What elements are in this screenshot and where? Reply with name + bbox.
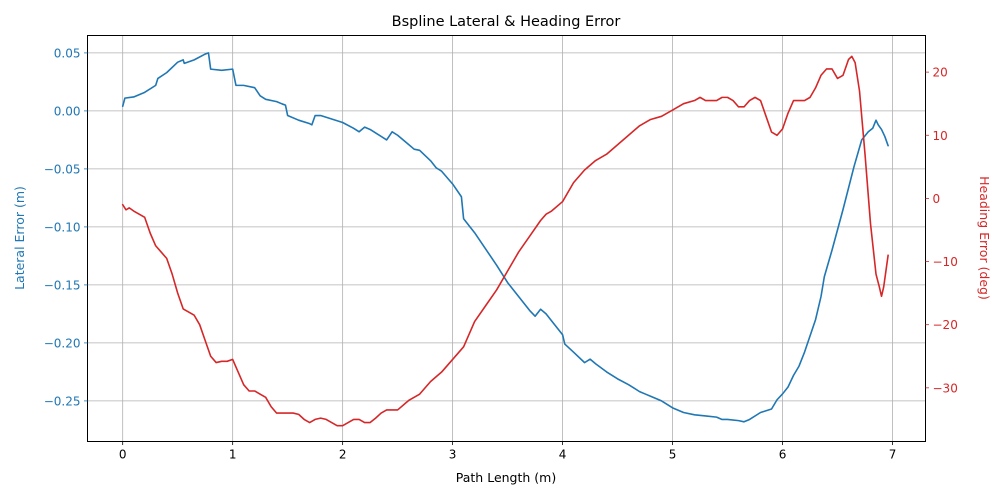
x-tick-label: 3 [449, 448, 457, 462]
left-y-tick-label: −0.10 [44, 220, 81, 234]
x-tick-label: 7 [889, 448, 897, 462]
x-tick-label: 5 [669, 448, 677, 462]
left-y-tick-label: −0.25 [44, 394, 81, 408]
x-tick-label: 2 [339, 448, 347, 462]
left-y-tick-label: −0.05 [44, 162, 81, 176]
right-y-tick-label: 20 [933, 66, 948, 80]
left-y-axis-label: Lateral Error (m) [12, 186, 27, 290]
right-y-tick-label: −20 [933, 318, 958, 332]
right-y-tick-label: 0 [933, 192, 941, 206]
x-tick-label: 0 [119, 448, 127, 462]
chart-title: Bspline Lateral & Heading Error [392, 14, 621, 30]
left-y-axis-ticks: 0.05 0.00 −0.05 −0.10 −0.15 −0.20 −0.25 [44, 46, 88, 408]
left-y-tick-label: −0.15 [44, 278, 81, 292]
heading-error-line [121, 55, 889, 427]
series-lines [121, 52, 889, 427]
x-tick-label: 6 [779, 448, 787, 462]
x-tick-label: 4 [559, 448, 567, 462]
grid-lines [87, 35, 926, 442]
x-tick-label: 1 [229, 448, 237, 462]
x-axis-label: Path Length (m) [456, 470, 556, 485]
right-y-tick-label: 10 [933, 129, 948, 143]
right-y-tick-label: −30 [933, 381, 958, 395]
left-y-tick-label: −0.20 [44, 336, 81, 350]
x-axis-ticks: 0 1 2 3 4 5 6 7 [119, 441, 897, 462]
lateral-error-line [121, 52, 889, 423]
left-y-tick-label: 0.00 [54, 104, 81, 118]
left-y-tick-label: 0.05 [54, 46, 81, 60]
plot-frame [87, 35, 926, 442]
right-y-axis-ticks: 20 10 0 −10 −20 −30 [925, 66, 958, 395]
right-y-axis-label: Heading Error (deg) [977, 176, 992, 300]
right-y-tick-label: −10 [933, 255, 958, 269]
